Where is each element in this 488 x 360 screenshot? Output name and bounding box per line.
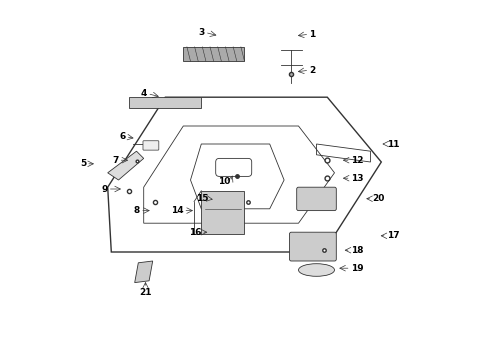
Text: 1: 1 (309, 30, 315, 39)
Text: 16: 16 (188, 228, 201, 237)
Text: 3: 3 (198, 28, 204, 37)
Text: 9: 9 (101, 185, 107, 194)
Polygon shape (201, 191, 244, 234)
Text: 4: 4 (141, 89, 147, 98)
Text: 19: 19 (350, 264, 363, 273)
FancyBboxPatch shape (142, 141, 159, 150)
Text: 7: 7 (112, 156, 118, 165)
FancyBboxPatch shape (296, 187, 336, 211)
FancyBboxPatch shape (289, 232, 336, 261)
Text: 5: 5 (80, 159, 86, 168)
Polygon shape (107, 151, 143, 180)
Text: 20: 20 (371, 194, 384, 203)
Text: 8: 8 (134, 206, 140, 215)
Ellipse shape (298, 264, 334, 276)
Text: 21: 21 (139, 288, 151, 297)
Polygon shape (134, 261, 152, 283)
Polygon shape (183, 47, 244, 61)
Text: 6: 6 (119, 132, 125, 141)
Text: 18: 18 (350, 246, 363, 255)
Text: 13: 13 (350, 174, 363, 183)
Polygon shape (129, 97, 201, 108)
Text: 11: 11 (386, 140, 398, 149)
Text: 15: 15 (196, 194, 208, 203)
Text: 12: 12 (350, 156, 363, 165)
Text: 17: 17 (386, 231, 399, 240)
Text: 2: 2 (309, 66, 315, 75)
Text: 10: 10 (217, 177, 230, 186)
Text: 14: 14 (170, 206, 183, 215)
